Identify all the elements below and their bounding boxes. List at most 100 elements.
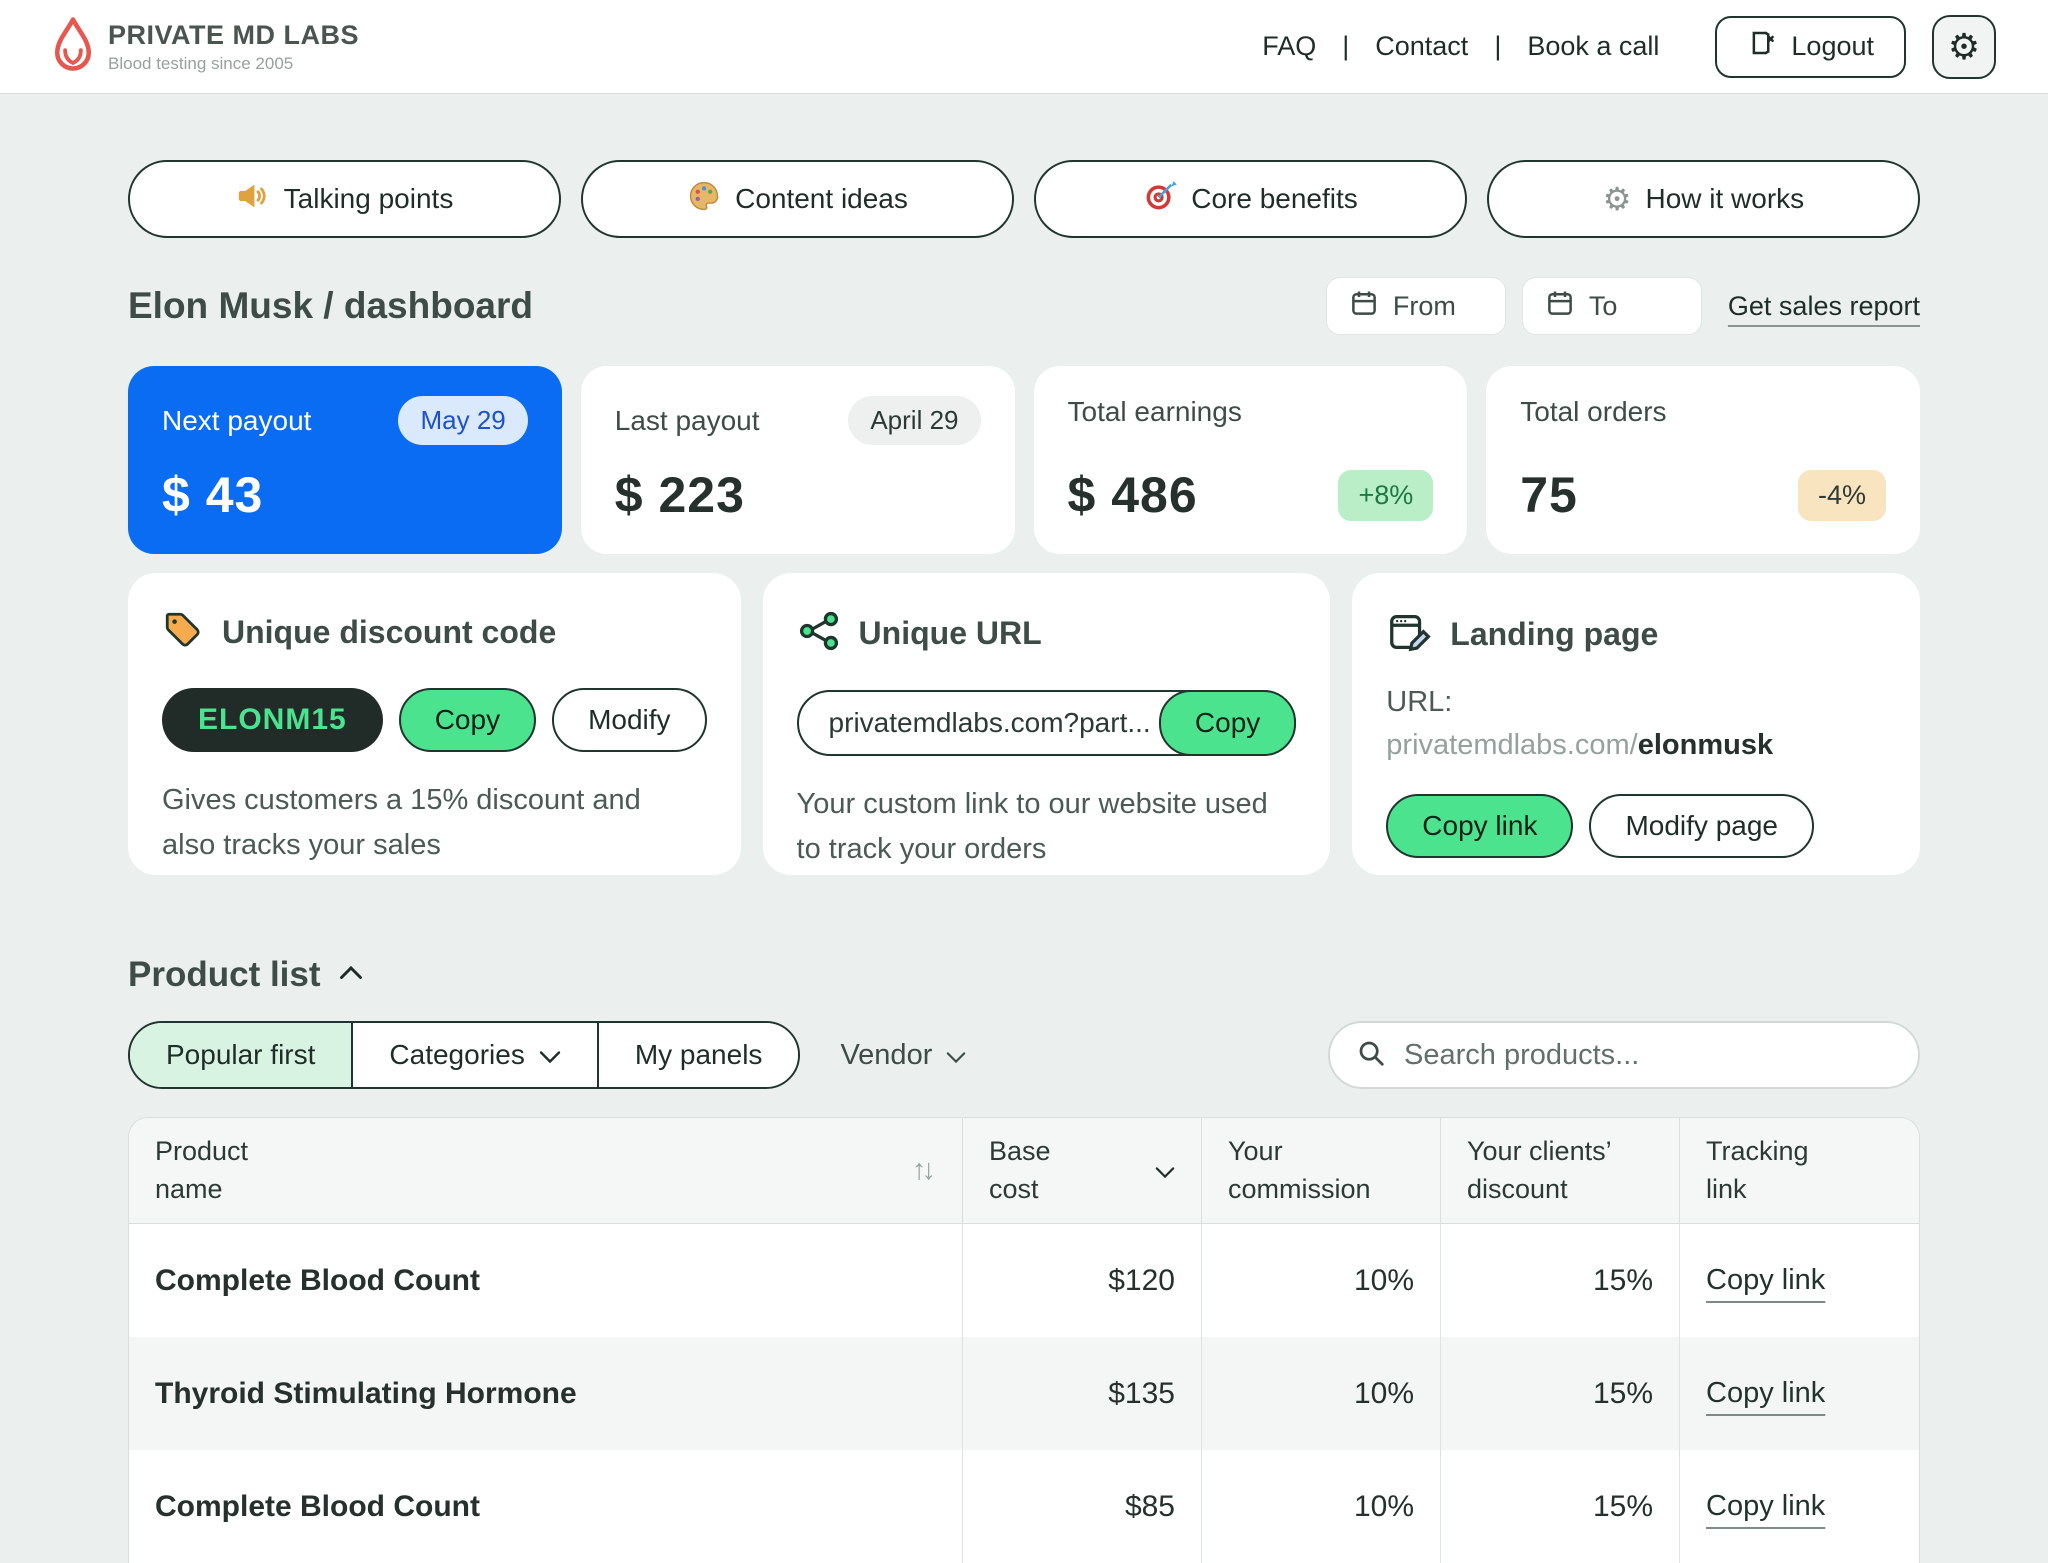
product-list-title: Product list bbox=[128, 955, 321, 994]
get-sales-report-link[interactable]: Get sales report bbox=[1727, 290, 1920, 321]
sort-icon[interactable]: ↑↓ bbox=[912, 1154, 936, 1187]
gear-icon: ⚙ bbox=[1602, 181, 1632, 217]
commission-cell: 10% bbox=[1202, 1224, 1441, 1337]
last-payout-label: Last payout bbox=[614, 404, 760, 436]
total-orders-card: Total orders 75 -4% bbox=[1486, 366, 1920, 554]
discount-code-value: ELONM15 bbox=[162, 688, 383, 752]
total-earnings-value: $ 486 bbox=[1067, 467, 1198, 523]
total-orders-value: 75 bbox=[1520, 467, 1578, 523]
commission-cell: 10% bbox=[1202, 1337, 1441, 1450]
last-payout-card: Last payout April 29 $ 223 bbox=[580, 366, 1015, 554]
date-to-label: To bbox=[1588, 290, 1618, 321]
copy-tracking-link[interactable]: Copy link bbox=[1706, 1264, 1826, 1296]
megaphone-icon bbox=[236, 179, 270, 220]
chevron-down-icon bbox=[946, 1039, 966, 1072]
product-name-cell: Thyroid Stimulating Hormone bbox=[129, 1337, 963, 1450]
vendor-dropdown[interactable]: Vendor bbox=[834, 1038, 972, 1073]
column-header-tracking-link: Tracking link bbox=[1706, 1135, 1809, 1204]
stats-row: Next payout May 29 $ 43 Last payout Apri… bbox=[128, 366, 1920, 554]
how-it-works-button[interactable]: ⚙ How it works bbox=[1487, 160, 1920, 238]
target-icon bbox=[1143, 179, 1178, 220]
product-list-header: Product list bbox=[128, 951, 1920, 999]
copy-landing-link-button[interactable]: Copy link bbox=[1386, 794, 1574, 858]
date-to-input[interactable]: To bbox=[1521, 277, 1702, 335]
filter-categories-dropdown[interactable]: Categories bbox=[353, 1023, 599, 1087]
title-row: Elon Musk / dashboard From bbox=[128, 277, 1920, 335]
commission-cell: 10% bbox=[1202, 1450, 1441, 1563]
tracking-link-cell: Copy link bbox=[1680, 1224, 1919, 1337]
tracking-link-cell: Copy link bbox=[1680, 1450, 1919, 1563]
base-cost-cell: $135 bbox=[963, 1337, 1202, 1450]
share-icon bbox=[797, 609, 841, 658]
unique-url-card-title: Unique URL bbox=[858, 615, 1042, 651]
core-benefits-label: Core benefits bbox=[1191, 183, 1358, 214]
column-header-base-cost[interactable]: Base cost bbox=[963, 1118, 1202, 1223]
filter-popular-first[interactable]: Popular first bbox=[130, 1023, 354, 1087]
talking-points-label: Talking points bbox=[283, 183, 454, 214]
product-name-cell: Complete Blood Count bbox=[129, 1224, 963, 1337]
brand-name: PRIVATE MD LABS bbox=[108, 19, 360, 50]
brand: PRIVATE MD LABS Blood testing since 2005 bbox=[52, 16, 359, 77]
nav-faq[interactable]: FAQ bbox=[1262, 31, 1317, 61]
filter-my-panels[interactable]: My panels bbox=[598, 1023, 799, 1087]
calendar-icon bbox=[1545, 288, 1575, 325]
copy-tracking-link[interactable]: Copy link bbox=[1706, 1490, 1826, 1522]
next-payout-value: $ 43 bbox=[162, 467, 264, 523]
total-earnings-delta-badge: +8% bbox=[1338, 469, 1434, 521]
date-from-label: From bbox=[1392, 290, 1456, 321]
table-row: Complete Blood Count $85 10% 15% Copy li… bbox=[129, 1450, 1919, 1563]
product-table-header: Product name ↑↓ Base cost Your commissio… bbox=[129, 1118, 1919, 1224]
modify-landing-page-button[interactable]: Modify page bbox=[1589, 794, 1814, 858]
tag-icon bbox=[162, 609, 204, 656]
search-products-input[interactable] bbox=[1402, 1037, 1892, 1073]
table-row: Complete Blood Count $120 10% 15% Copy l… bbox=[129, 1224, 1919, 1337]
blood-drop-logo-icon bbox=[52, 16, 94, 77]
modify-code-button[interactable]: Modify bbox=[552, 688, 707, 752]
title-actions: From To Get sales report bbox=[1325, 277, 1920, 335]
palette-icon bbox=[687, 179, 721, 220]
product-name-cell: Complete Blood Count bbox=[129, 1450, 963, 1563]
calendar-icon bbox=[1349, 288, 1379, 325]
vendor-label: Vendor bbox=[840, 1038, 933, 1071]
browser-edit-icon bbox=[1386, 609, 1432, 660]
filter-segmented-control: Popular first Categories My panels bbox=[128, 1021, 801, 1089]
landing-url-slug: elonmusk bbox=[1637, 729, 1774, 761]
quick-links-row: Talking points Content ideas bbox=[128, 160, 1920, 238]
tracking-link-cell: Copy link bbox=[1680, 1337, 1919, 1450]
logout-icon bbox=[1747, 28, 1777, 65]
unique-url-field[interactable]: privatemdlabs.com?part... Copy bbox=[796, 690, 1297, 756]
base-cost-cell: $85 bbox=[963, 1450, 1202, 1563]
copy-tracking-link[interactable]: Copy link bbox=[1706, 1377, 1826, 1409]
settings-button[interactable]: ⚙ bbox=[1932, 14, 1996, 79]
next-payout-card: Next payout May 29 $ 43 bbox=[128, 366, 562, 554]
collapse-chevron-up-icon[interactable] bbox=[339, 965, 363, 985]
discount-cell: 15% bbox=[1441, 1224, 1680, 1337]
chevron-down-icon[interactable] bbox=[1155, 1152, 1175, 1190]
main-content: Talking points Content ideas bbox=[128, 94, 1921, 1563]
content-ideas-button[interactable]: Content ideas bbox=[581, 160, 1014, 238]
logout-button[interactable]: Logout bbox=[1715, 15, 1906, 78]
copy-url-button[interactable]: Copy bbox=[1158, 690, 1297, 756]
core-benefits-button[interactable]: Core benefits bbox=[1034, 160, 1467, 238]
search-icon bbox=[1356, 1038, 1386, 1073]
top-bar: PRIVATE MD LABS Blood testing since 2005… bbox=[0, 0, 2048, 94]
landing-page-card-title: Landing page bbox=[1450, 616, 1659, 652]
discount-cell: 15% bbox=[1441, 1450, 1680, 1563]
total-earnings-label: Total earnings bbox=[1067, 396, 1242, 427]
date-from-input[interactable]: From bbox=[1325, 277, 1506, 335]
nav-contact[interactable]: Contact bbox=[1375, 31, 1469, 61]
talking-points-button[interactable]: Talking points bbox=[128, 160, 561, 238]
product-table: Product name ↑↓ Base cost Your commissio… bbox=[128, 1117, 1920, 1563]
info-cards-row: Unique discount code ELONM15 Copy Modify… bbox=[128, 573, 1921, 875]
copy-code-button[interactable]: Copy bbox=[398, 688, 537, 752]
column-header-product-name[interactable]: Product name ↑↓ bbox=[129, 1118, 963, 1223]
last-payout-value: $ 223 bbox=[614, 467, 745, 523]
table-row: Thyroid Stimulating Hormone $135 10% 15%… bbox=[129, 1337, 1919, 1450]
nav-book-a-call[interactable]: Book a call bbox=[1527, 31, 1660, 61]
filter-categories-label: Categories bbox=[389, 1039, 525, 1070]
next-payout-label: Next payout bbox=[162, 404, 312, 436]
column-header-your-commission: Your commission bbox=[1202, 1118, 1441, 1223]
discount-cell: 15% bbox=[1441, 1337, 1680, 1450]
column-header-clients-discount: Your clients’ discount bbox=[1441, 1118, 1680, 1223]
chevron-down-icon bbox=[539, 1039, 561, 1071]
